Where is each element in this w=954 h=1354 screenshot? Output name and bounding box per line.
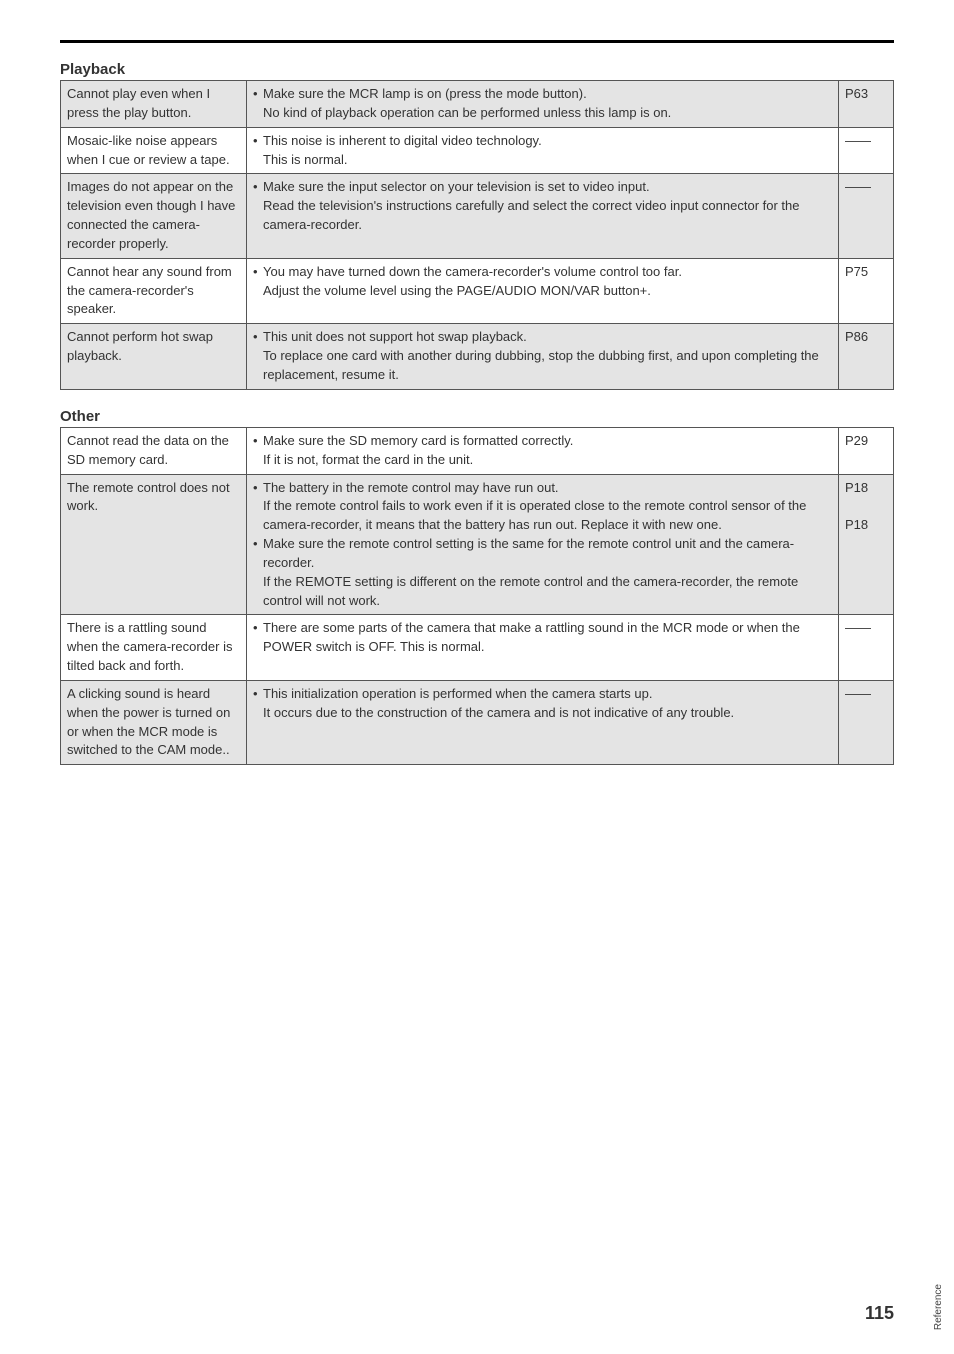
table-row: Cannot perform hot swap playback.•This u… [61, 324, 894, 390]
symptom-cell: A clicking sound is heard when the power… [61, 680, 247, 764]
bullet-item: •Make sure the remote control setting is… [253, 535, 832, 610]
bullet-text: Make sure the MCR lamp is on (press the … [263, 85, 832, 123]
description-cell: •Make sure the input selector on your te… [247, 174, 839, 258]
bullet-item: •You may have turned down the camera-rec… [253, 263, 832, 301]
table-row: A clicking sound is heard when the power… [61, 680, 894, 764]
description-cell: •The battery in the remote control may h… [247, 474, 839, 615]
bullet-item: •This noise is inherent to digital video… [253, 132, 832, 170]
bullet-text: There are some parts of the camera that … [263, 619, 832, 657]
description-cell: •This unit does not support hot swap pla… [247, 324, 839, 390]
ref-cell: —— [839, 127, 894, 174]
table-row: There is a rattling sound when the camer… [61, 615, 894, 681]
bullet-text: Make sure the SD memory card is formatte… [263, 432, 832, 470]
other-table: Cannot read the data on the SD memory ca… [60, 427, 894, 766]
description-cell: •Make sure the SD memory card is formatt… [247, 427, 839, 474]
bullet-item: •Make sure the SD memory card is formatt… [253, 432, 832, 470]
bullet-text: You may have turned down the camera-reco… [263, 263, 832, 301]
playback-table: Cannot play even when I press the play b… [60, 80, 894, 390]
bullet-text: This unit does not support hot swap play… [263, 328, 832, 385]
table-row: Mosaic-like noise appears when I cue or … [61, 127, 894, 174]
symptom-cell: Cannot play even when I press the play b… [61, 81, 247, 128]
table-row: Cannot read the data on the SD memory ca… [61, 427, 894, 474]
ref-cell: —— [839, 615, 894, 681]
page-number: 115 [865, 1303, 894, 1324]
top-rule [60, 40, 894, 43]
description-cell: •You may have turned down the camera-rec… [247, 258, 839, 324]
section-title-other: Other [60, 408, 894, 425]
symptom-cell: There is a rattling sound when the camer… [61, 615, 247, 681]
symptom-cell: Images do not appear on the television e… [61, 174, 247, 258]
bullet-text: This initialization operation is perform… [263, 685, 832, 723]
bullet-item: •This initialization operation is perfor… [253, 685, 832, 723]
bullet-dot: • [253, 479, 263, 536]
bullet-item: •Make sure the MCR lamp is on (press the… [253, 85, 832, 123]
ref-cell: P63 [839, 81, 894, 128]
description-cell: •This initialization operation is perfor… [247, 680, 839, 764]
bullet-dot: • [253, 132, 263, 170]
description-cell: •There are some parts of the camera that… [247, 615, 839, 681]
bullet-dot: • [253, 85, 263, 123]
bullet-dot: • [253, 619, 263, 657]
symptom-cell: Mosaic-like noise appears when I cue or … [61, 127, 247, 174]
symptom-cell: Cannot perform hot swap playback. [61, 324, 247, 390]
ref-cell: —— [839, 680, 894, 764]
description-cell: •Make sure the MCR lamp is on (press the… [247, 81, 839, 128]
ref-cell: P86 [839, 324, 894, 390]
table-row: Cannot play even when I press the play b… [61, 81, 894, 128]
table-row: Cannot hear any sound from the camera-re… [61, 258, 894, 324]
bullet-dot: • [253, 178, 263, 235]
bullet-text: This noise is inherent to digital video … [263, 132, 832, 170]
bullet-text: Make sure the remote control setting is … [263, 535, 832, 610]
bullet-text: The battery in the remote control may ha… [263, 479, 832, 536]
bullet-text: Make sure the input selector on your tel… [263, 178, 832, 235]
bullet-dot: • [253, 328, 263, 385]
section-title-playback: Playback [60, 61, 894, 78]
table-row: Images do not appear on the television e… [61, 174, 894, 258]
symptom-cell: Cannot hear any sound from the camera-re… [61, 258, 247, 324]
description-cell: •This noise is inherent to digital video… [247, 127, 839, 174]
bullet-dot: • [253, 685, 263, 723]
bullet-dot: • [253, 263, 263, 301]
bullet-item: •Make sure the input selector on your te… [253, 178, 832, 235]
symptom-cell: The remote control does not work. [61, 474, 247, 615]
ref-cell: —— [839, 174, 894, 258]
bullet-item: •This unit does not support hot swap pla… [253, 328, 832, 385]
side-tab-label: Reference [933, 1284, 944, 1330]
ref-cell: P29 [839, 427, 894, 474]
bullet-item: •There are some parts of the camera that… [253, 619, 832, 657]
symptom-cell: Cannot read the data on the SD memory ca… [61, 427, 247, 474]
table-row: The remote control does not work.•The ba… [61, 474, 894, 615]
bullet-dot: • [253, 432, 263, 470]
ref-cell: P18 P18 [839, 474, 894, 615]
bullet-item: •The battery in the remote control may h… [253, 479, 832, 536]
ref-cell: P75 [839, 258, 894, 324]
bullet-dot: • [253, 535, 263, 610]
